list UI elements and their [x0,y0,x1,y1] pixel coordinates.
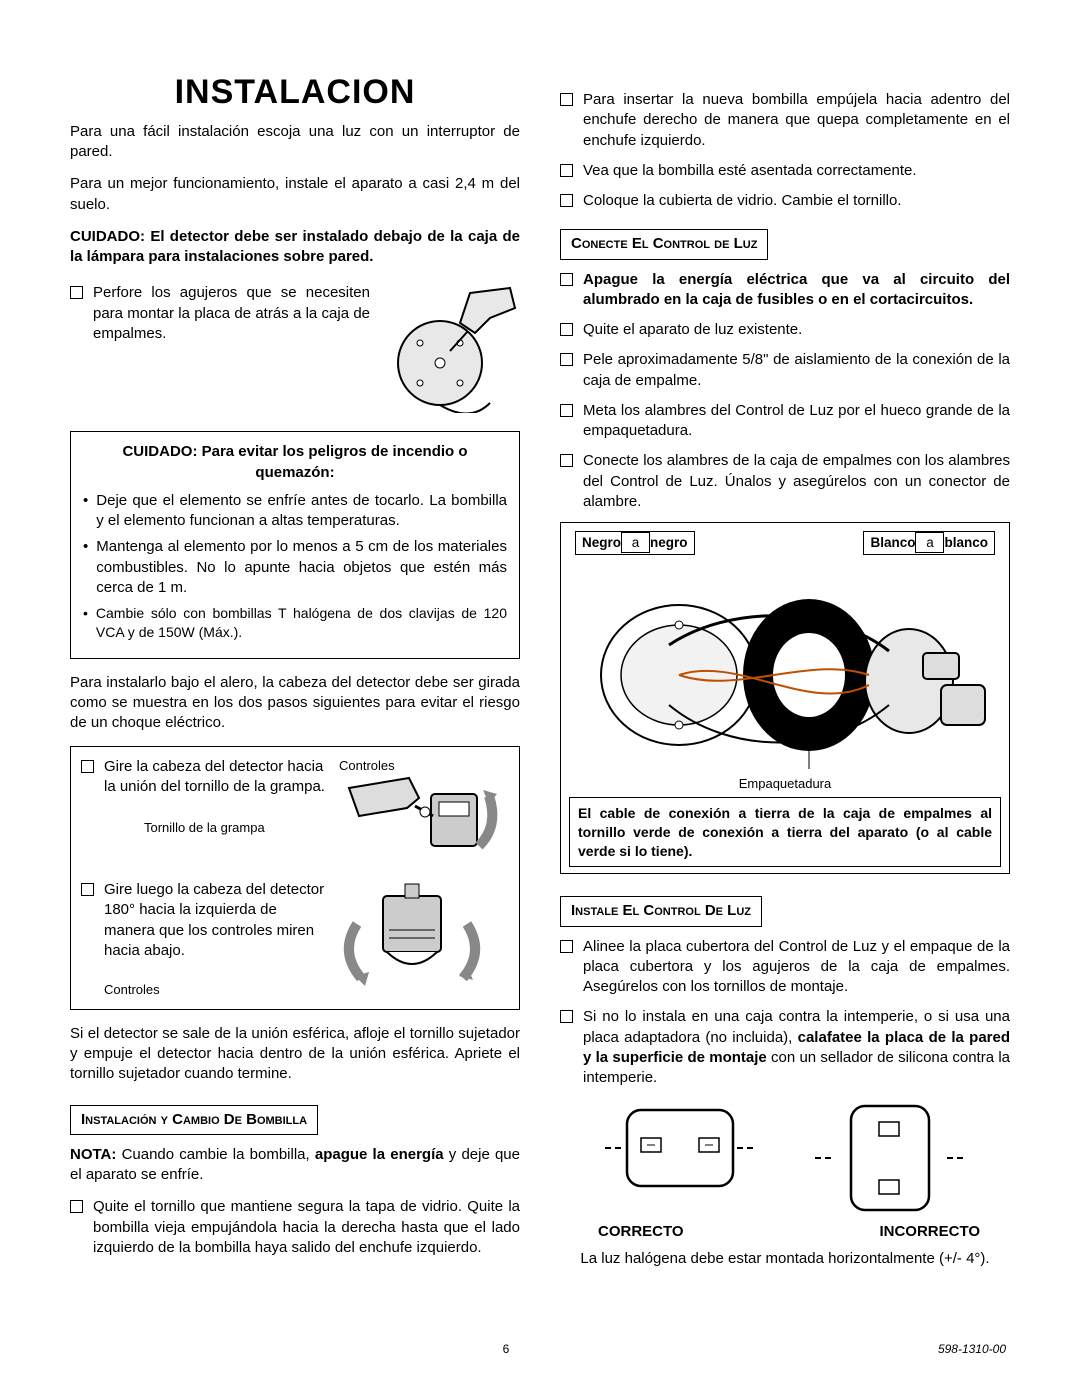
apague-text: Apague la energía eléctrica que va al ci… [583,270,1010,311]
meta-text: Meta los alambres del Control de Luz por… [583,401,1010,442]
checkbox-icon [560,93,573,106]
blanco-label: Blanco a blanco [863,531,995,555]
empaquetadura-label: Empaquetadura [569,775,1001,793]
fire-bullet-3: Cambie sólo con bombillas T halógena de … [96,604,507,642]
checkbox-icon [70,1200,83,1213]
nota-bombilla: NOTA: Cuando cambie la bombilla, apague … [70,1145,520,1186]
page-number: 6 [74,1341,938,1357]
wiring-svg [569,555,989,775]
detector-rotate1-diagram: Controles [339,757,509,867]
checkbox-icon [70,286,83,299]
doc-number: 598-1310-00 [938,1341,1006,1357]
checkbox-icon [560,353,573,366]
tornillo-label: Tornillo de la grampa [144,819,329,837]
checkbox-icon [560,404,573,417]
insertar-text: Para insertar la nueva bombilla empújela… [583,90,1010,151]
checkbox-icon [560,273,573,286]
fire-bullet-1: Deje que el elemento se enfríe antes de … [96,491,507,532]
page-title: INSTALACION [70,70,520,116]
ground-note: El cable de conexión a tierra de la caja… [569,797,1001,868]
negro-label: Negro a negro [575,531,695,555]
incorrect-mount-icon [815,1098,965,1218]
esferica-text: Si el detector se sale de la unión esfér… [70,1024,520,1085]
section-instale: Instale El Control De Luz [560,896,762,926]
conecte-text: Conecte los alambres de la caja de empal… [583,451,1010,512]
intro-2: Para un mejor funcionamiento, instale el… [70,174,520,215]
incorrecto-label: INCORRECTO [879,1222,980,1242]
coloque-text: Coloque la cubierta de vidrio. Cambie el… [583,191,1010,211]
quite-aparato-text: Quite el aparato de luz existente. [583,320,1010,340]
pele-text: Pele aproximadamente 5/8" de aislamiento… [583,350,1010,391]
rotate1-text: Gire la cabeza del detector hacia la uni… [104,758,325,795]
halogena-note: La luz halógena debe estar montada horiz… [560,1249,1010,1269]
mounting-diagrams [560,1098,1010,1218]
controles-label-2: Controles [104,981,329,999]
checkbox-icon [560,194,573,207]
perfore-text: Perfore los agujeros que se necesiten pa… [93,283,370,344]
rotate-diagram-box: Gire la cabeza del detector hacia la uni… [70,746,520,1010]
checkbox-icon [560,323,573,336]
wiring-diagram-box: Negro a negro Blanco a blanco [560,522,1010,874]
checkbox-icon [81,760,94,773]
checkbox-icon [81,883,94,896]
alinee-text: Alinee la placa cubertora del Control de… [583,937,1010,998]
fire-warning-box: CUIDADO: Para evitar los peligros de inc… [70,431,520,659]
alero-text: Para instalarlo bajo el alero, la cabeza… [70,673,520,734]
checkbox-icon [560,454,573,467]
sino-text: Si no lo instala en una caja contra la i… [583,1007,1010,1088]
quite-tornillo-text: Quite el tornillo que mantiene segura la… [93,1197,520,1258]
cuidado-wall: CUIDADO: El detector debe ser instalado … [70,227,520,268]
vea-text: Vea que la bombilla esté asentada correc… [583,161,1010,181]
checkbox-icon [560,940,573,953]
rotate2-text: Gire luego la cabeza del detector 180° h… [104,881,324,959]
correct-mount-icon [605,1098,755,1198]
section-conecte: Conecte El Control de Luz [560,229,768,259]
intro-1: Para una fácil instalación escoja una lu… [70,122,520,163]
detector-rotate2-diagram [339,880,509,990]
fire-warning-title: CUIDADO: Para evitar los peligros de inc… [83,442,507,483]
checkbox-icon [560,164,573,177]
controles-label-1: Controles [339,757,509,775]
correcto-label: CORRECTO [598,1222,684,1242]
drill-plate-diagram [380,283,520,413]
checkbox-icon [560,1010,573,1023]
fire-bullet-2: Mantenga al elemento por lo menos a 5 cm… [96,537,507,598]
section-bombilla: Instalación y Cambio De Bombilla [70,1105,318,1135]
